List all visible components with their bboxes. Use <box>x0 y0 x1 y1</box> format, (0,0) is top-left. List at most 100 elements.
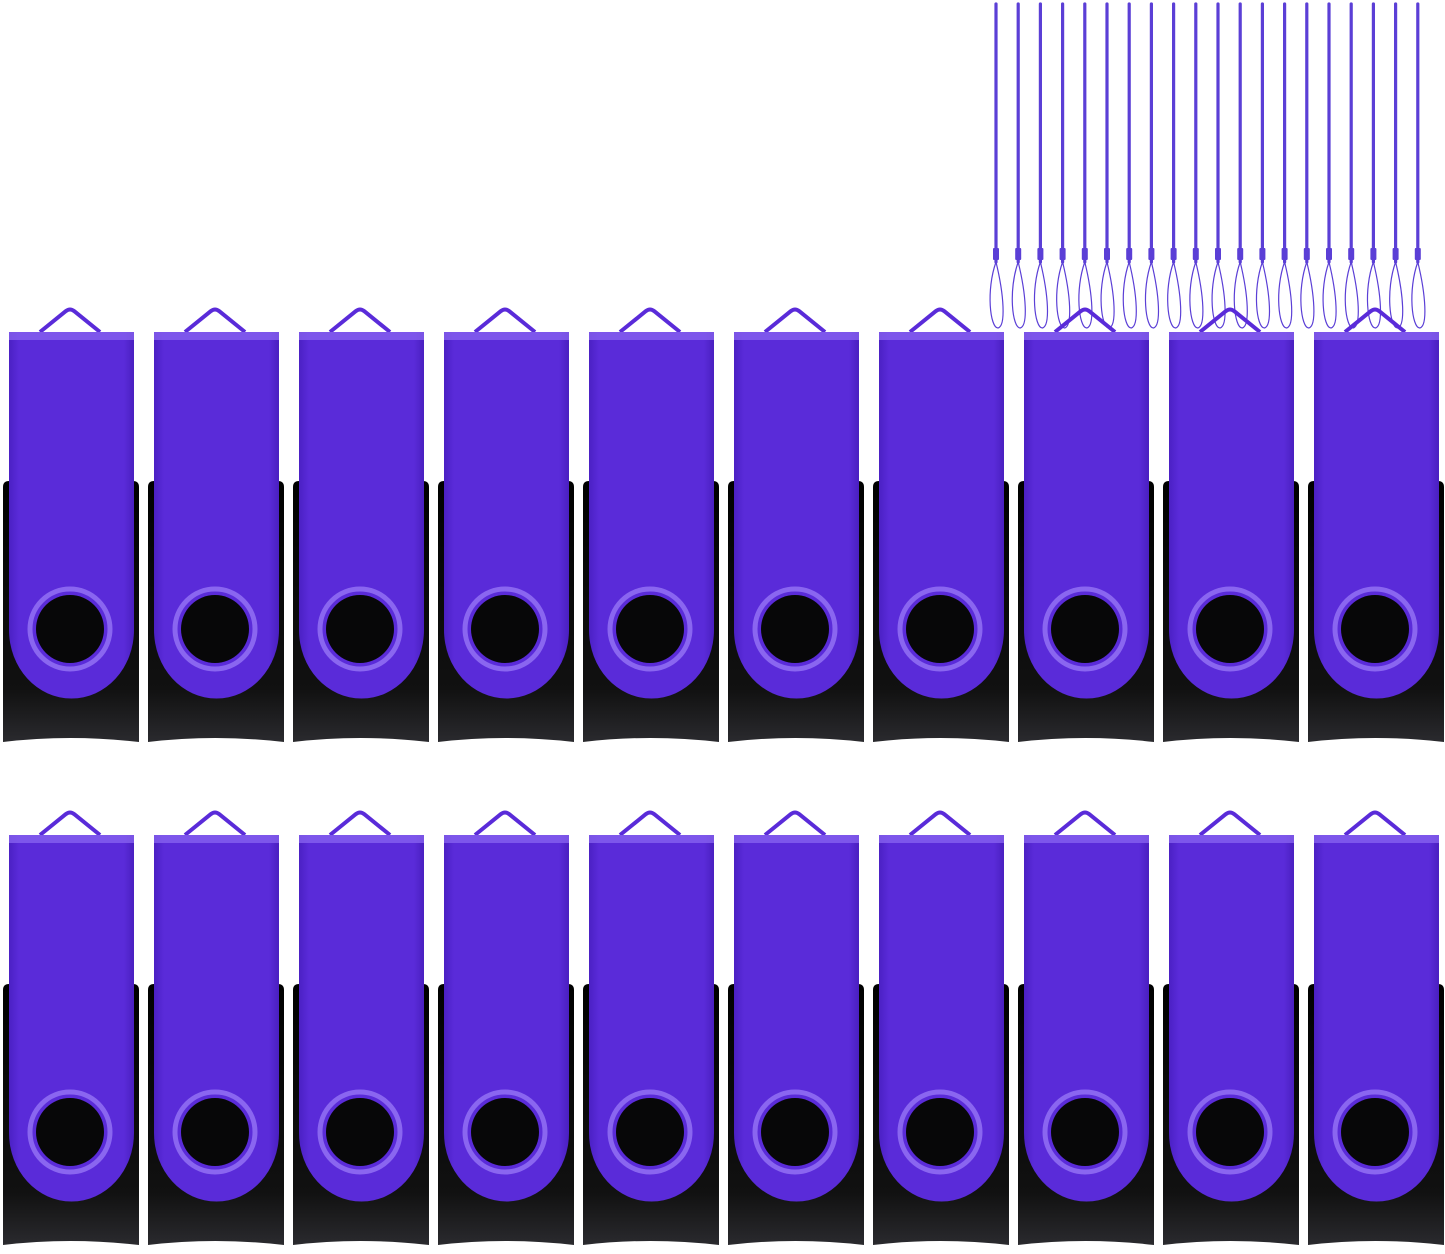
pivot-ring <box>172 586 258 672</box>
pivot-ring <box>1332 1089 1418 1175</box>
pivot-ring <box>27 586 113 672</box>
usb-drive <box>293 307 429 742</box>
pivot-hole <box>1196 595 1264 663</box>
pivot-ring <box>462 1089 548 1175</box>
lanyard <box>1255 2 1271 329</box>
lanyard <box>1411 2 1426 329</box>
keyring-loop <box>1198 307 1262 334</box>
lanyard <box>1144 2 1160 329</box>
pivot-hole <box>761 595 829 663</box>
lanyard <box>1078 2 1093 329</box>
keyring-loop <box>1343 307 1407 334</box>
keyring-loop <box>183 810 247 837</box>
keyring-loop <box>473 810 537 837</box>
pivot-ring <box>27 1089 113 1175</box>
pivot-ring <box>317 1089 403 1175</box>
pivot-ring <box>462 586 548 672</box>
lanyard <box>1189 2 1204 329</box>
lanyard <box>1278 2 1293 329</box>
pivot-hole <box>1051 1098 1119 1166</box>
keyring-loop <box>618 307 682 334</box>
usb-drive <box>873 810 1009 1245</box>
keyring-loop <box>328 810 392 837</box>
keyring-loop <box>1053 810 1117 837</box>
usb-drive <box>873 307 1009 742</box>
pivot-ring <box>607 1089 693 1175</box>
usb-drive <box>148 307 284 742</box>
usb-drive <box>438 307 574 742</box>
keyring-loop <box>38 307 102 334</box>
pivot-hole <box>1341 1098 1409 1166</box>
usb-drive <box>148 810 284 1245</box>
pivot-ring <box>752 586 838 672</box>
usb-drive <box>293 810 429 1245</box>
usb-drive <box>1308 307 1444 742</box>
lanyard <box>1344 2 1359 329</box>
pivot-ring <box>1187 1089 1273 1175</box>
pivot-hole <box>1051 595 1119 663</box>
keyring-loop <box>763 810 827 837</box>
keyring-loop <box>908 307 972 334</box>
usb-drive <box>1163 810 1299 1245</box>
pivot-hole <box>761 1098 829 1166</box>
lanyard <box>1322 2 1337 329</box>
pivot-ring <box>1042 586 1128 672</box>
lanyard <box>1233 2 1248 329</box>
pivot-hole <box>36 1098 104 1166</box>
keyring-loop <box>38 810 102 837</box>
usb-drive <box>3 810 139 1245</box>
lanyard <box>1033 2 1049 329</box>
pivot-hole <box>1196 1098 1264 1166</box>
keyring-loop <box>763 307 827 334</box>
pivot-hole <box>181 1098 249 1166</box>
usb-drive <box>728 810 864 1245</box>
pivot-hole <box>616 1098 684 1166</box>
usb-drive <box>438 810 574 1245</box>
pivot-hole <box>471 1098 539 1166</box>
lanyard <box>1100 2 1115 329</box>
usb-drive-group <box>3 307 1444 1245</box>
pivot-hole <box>36 595 104 663</box>
usb-drive <box>583 307 719 742</box>
pivot-hole <box>181 595 249 663</box>
keyring-loop <box>473 307 537 334</box>
keyring-loop <box>1198 810 1262 837</box>
keyring-loop <box>618 810 682 837</box>
pivot-hole <box>471 595 539 663</box>
lanyard <box>1211 2 1226 329</box>
lanyard <box>1366 2 1382 329</box>
usb-drive <box>728 307 864 742</box>
pivot-ring <box>1042 1089 1128 1175</box>
lanyard <box>989 2 1004 329</box>
keyring-loop <box>183 307 247 334</box>
lanyard <box>1122 2 1137 329</box>
keyring-loop <box>328 307 392 334</box>
pivot-hole <box>1341 595 1409 663</box>
usb-drive <box>1308 810 1444 1245</box>
keyring-loop <box>1343 810 1407 837</box>
pivot-ring <box>752 1089 838 1175</box>
usb-drive <box>1163 307 1299 742</box>
lanyard <box>1056 2 1071 329</box>
lanyard <box>1389 2 1404 329</box>
pivot-hole <box>326 595 394 663</box>
usb-drive <box>1018 810 1154 1245</box>
usb-drive <box>583 810 719 1245</box>
pivot-ring <box>1187 586 1273 672</box>
pivot-hole <box>326 1098 394 1166</box>
pivot-ring <box>607 586 693 672</box>
lanyard <box>1167 2 1182 329</box>
usb-drive <box>3 307 139 742</box>
pivot-hole <box>906 1098 974 1166</box>
pivot-hole <box>906 595 974 663</box>
lanyard <box>1011 2 1026 329</box>
pivot-ring <box>1332 586 1418 672</box>
keyring-loop <box>1053 307 1117 334</box>
lanyard <box>1300 2 1315 329</box>
pivot-ring <box>317 586 403 672</box>
lanyard-group <box>989 2 1426 329</box>
pivot-hole <box>616 595 684 663</box>
usb-drive <box>1018 307 1154 742</box>
pivot-ring <box>897 586 983 672</box>
